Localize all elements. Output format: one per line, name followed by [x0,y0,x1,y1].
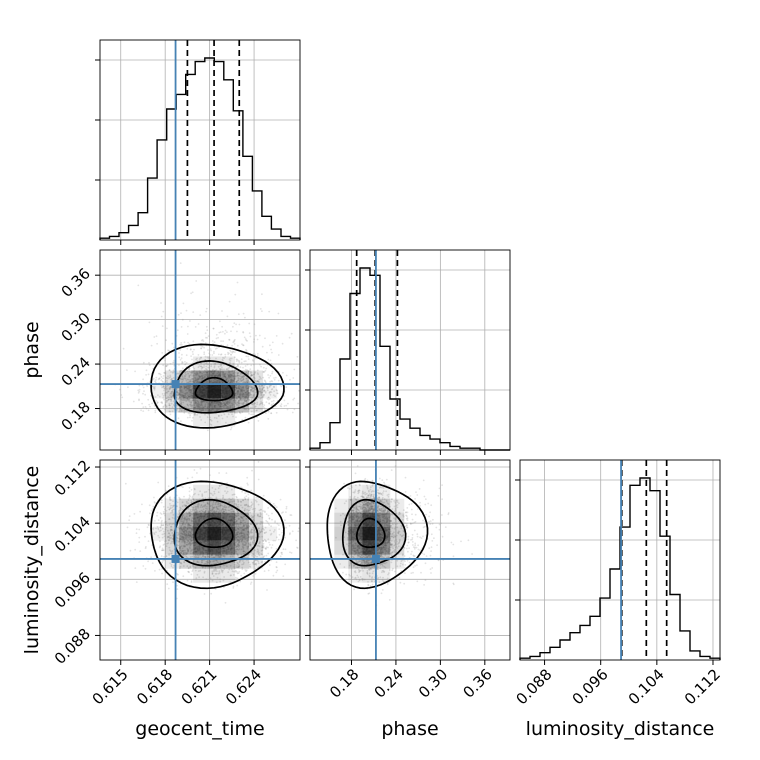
density-geocent_time-phase [151,356,278,427]
panel-bg-phase-luminosity_distance [310,460,510,660]
histogram-luminosity_distance [519,477,721,660]
y-tick-text: 0.096 [51,569,94,612]
frame-phase-luminosity_distance [309,459,511,661]
axis-labels: geocent_time phase luminosity_distancephas… [21,321,714,740]
y-tick-label-phase-2: 0.30 [58,309,94,345]
x-tick-label-phase-1: 0.24 [371,665,407,701]
x-axis-label-phase: phase [381,718,438,740]
y-tick-label-luminosity_distance-1: 0.096 [51,569,94,612]
histogram-geocent_time [99,57,301,240]
x-tick-label-geocent_time-0: 0.615 [89,665,132,708]
y-tick-text: 0.18 [58,398,94,434]
x-tick-label-luminosity_distance-2: 0.104 [625,665,668,708]
y-tick-text: 0.112 [51,456,94,499]
contour-1σ [194,517,234,549]
contour-2σ [150,480,285,590]
truth-lines [100,40,622,660]
frame-luminosity_distance-luminosity_distance [519,459,721,661]
marginal-histograms [99,57,721,660]
y-tick-label-phase-1: 0.24 [58,353,94,389]
x-axis-label-geocent_time: geocent_time [135,718,264,740]
panel-frames [99,39,721,661]
x-tick-text: 0.618 [133,665,176,708]
x-tick-label-geocent_time-3: 0.624 [222,665,265,708]
x-tick-text: 0.30 [415,665,451,701]
x-tick-text: 0.621 [178,665,221,708]
truth-marker [171,554,180,563]
y-axis-label-luminosity_distance: luminosity_distance [21,466,43,655]
contours-phase-luminosity_distance [326,480,429,590]
y-tick-label-luminosity_distance-3: 0.112 [51,456,94,499]
frame-geocent_time-geocent_time [99,39,301,241]
x-tick-text: 0.104 [625,665,668,708]
truth-marker [371,554,380,563]
y-tick-text: 0.36 [58,264,94,300]
x-tick-label-geocent_time-1: 0.618 [133,665,176,708]
x-tick-label-luminosity_distance-1: 0.096 [569,665,612,708]
x-tick-label-phase-0: 0.18 [326,665,362,701]
panel-bg-geocent_time-geocent_time [100,40,300,240]
contour-1.5σ [341,498,407,567]
x-tick-text: 0.088 [512,665,555,708]
frame-geocent_time-phase [99,249,301,451]
contour-lines [150,343,429,590]
x-axis-label-luminosity_distance: luminosity_distance [526,718,715,740]
x-tick-text: 0.096 [569,665,612,708]
contour-2σ [150,343,285,429]
y-axis-label-phase: phase [21,321,43,378]
x-tick-text: 0.615 [89,665,132,708]
y-tick-label-luminosity_distance-0: 0.088 [51,625,94,668]
x-tick-label-geocent_time-2: 0.621 [178,665,221,708]
x-tick-label-phase-2: 0.30 [415,665,451,701]
x-tick-label-luminosity_distance-3: 0.112 [681,665,724,708]
contour-1σ [355,517,386,549]
truth-marker [171,380,180,389]
y-tick-text: 0.30 [58,309,94,345]
y-tick-text: 0.24 [58,353,94,389]
x-tick-text: 0.24 [371,665,407,701]
y-tick-text: 0.104 [51,512,94,555]
y-tick-label-phase-0: 0.18 [58,398,94,434]
x-tick-text: 0.36 [459,665,495,701]
x-tick-text: 0.112 [681,665,724,708]
x-tick-label-luminosity_distance-0: 0.088 [512,665,555,708]
contour-1σ [194,376,234,402]
y-tick-label-phase-3: 0.36 [58,264,94,300]
x-tick-text: 0.624 [222,665,265,708]
y-tick-text: 0.088 [51,625,94,668]
frame-geocent_time-luminosity_distance [99,459,301,661]
panel-bg-phase-phase [310,250,510,450]
x-tick-label-phase-3: 0.36 [459,665,495,701]
panel-bg-geocent_time-phase [100,250,300,450]
histogram-phase [309,267,510,451]
contour-2σ [326,480,429,590]
y-tick-label-luminosity_distance-2: 0.104 [51,512,94,555]
x-tick-text: 0.18 [326,665,362,701]
panel-bg-geocent_time-luminosity_distance [100,460,300,660]
frame-phase-phase [309,249,511,451]
